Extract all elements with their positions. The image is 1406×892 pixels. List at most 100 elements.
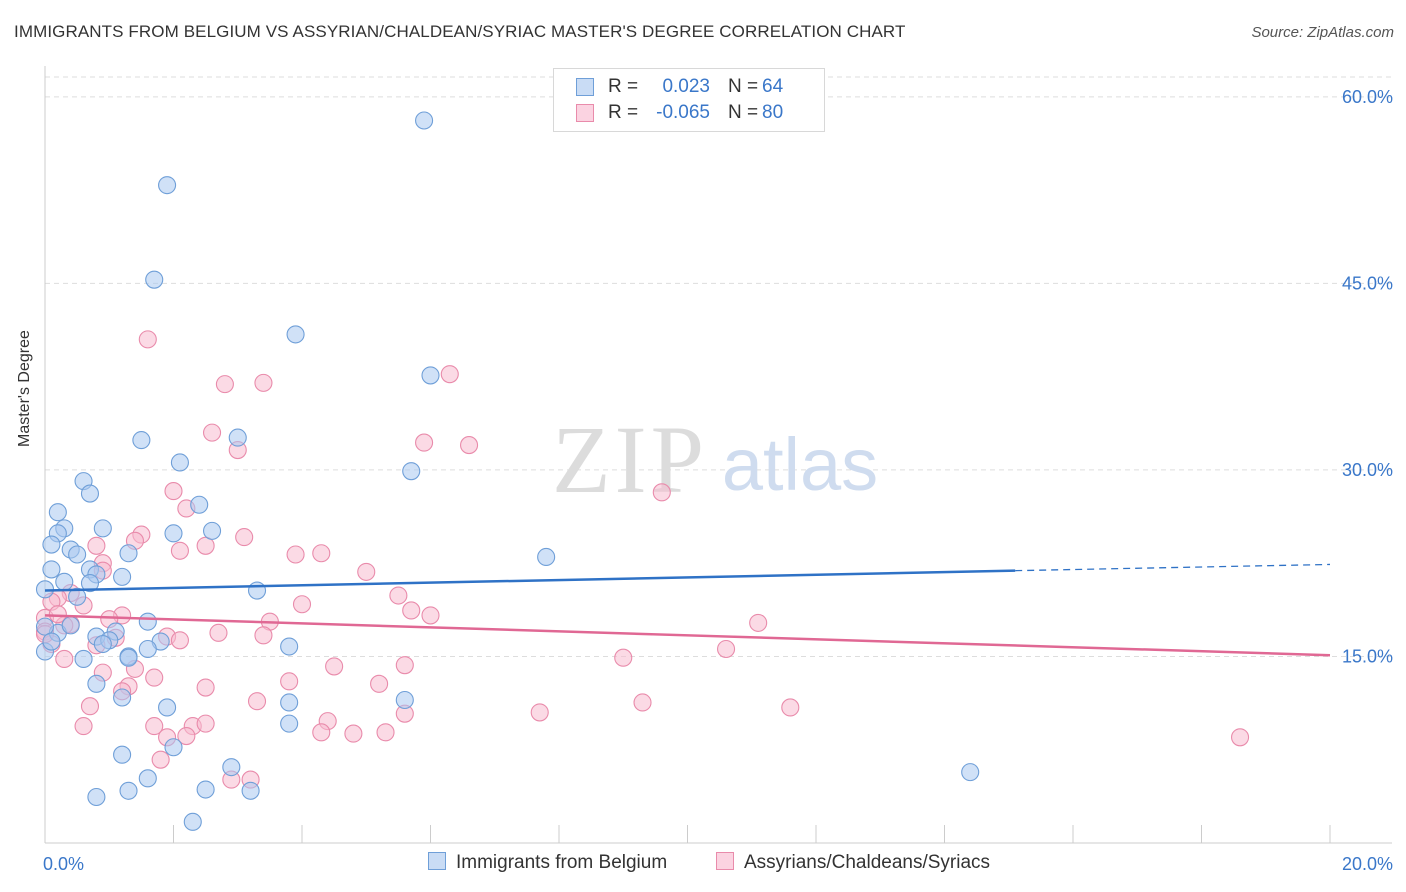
belgium-point: [87, 787, 106, 807]
bottom-legend-label-assyrian: Assyrians/Chaldeans/Syriacs: [744, 852, 991, 873]
legend-n-value: 64: [762, 76, 784, 97]
assyrian-point: [203, 423, 222, 442]
belgium-point: [68, 545, 87, 564]
assyrian-point: [74, 717, 93, 736]
correlation-legend: R = 0.023 N = 64 R = -0.065 N = 80: [553, 68, 825, 132]
bottom-legend-label-belgium: Immigrants from Belgium: [456, 852, 668, 873]
belgium-point: [74, 649, 93, 669]
series-assyrian-points: [35, 330, 1250, 789]
belgium-point: [113, 688, 132, 707]
assyrian-point: [254, 373, 273, 392]
assyrian-point: [280, 672, 299, 691]
belgium-point: [93, 634, 112, 654]
series-belgium-points: [35, 111, 980, 831]
assyrian-point: [80, 697, 100, 716]
assyrian-point: [376, 723, 395, 742]
assyrian-point: [48, 605, 67, 624]
assyrian-point: [215, 375, 234, 394]
belgium-point: [183, 812, 202, 831]
legend-r-label: R =: [608, 102, 639, 123]
belgium-point: [158, 176, 177, 195]
assyrian-point: [749, 613, 768, 632]
x-tick-label: 0.0%: [43, 854, 84, 874]
assyrian-point: [312, 544, 331, 563]
belgium-point: [119, 544, 138, 563]
belgium-point: [961, 763, 980, 782]
assyrian-point: [196, 678, 215, 697]
assyrian-point: [286, 545, 305, 564]
belgium-point: [241, 781, 260, 800]
belgium-point: [402, 462, 421, 481]
legend-r-label: R =: [608, 76, 639, 97]
belgium-point: [80, 484, 100, 503]
belgium-point: [132, 431, 151, 450]
belgium-point: [35, 617, 55, 636]
y-tick-label: 45.0%: [1342, 273, 1393, 293]
y-tick-label: 30.0%: [1342, 460, 1393, 480]
assyrian-point: [170, 541, 189, 560]
legend-swatch-blue: [576, 77, 594, 96]
assyrian-point: [170, 631, 189, 650]
assyrian-point: [196, 536, 215, 555]
assyrian-point: [781, 698, 800, 717]
belgium-point: [42, 632, 61, 651]
assyrian-point: [87, 536, 106, 555]
assyrian-point: [344, 724, 363, 743]
assyrian-point: [138, 330, 157, 349]
belgium-point: [42, 535, 61, 554]
y-tick-label: 60.0%: [1342, 87, 1393, 107]
assyrian-point: [395, 656, 414, 675]
belgium-point: [55, 572, 74, 591]
assyrian-point: [292, 595, 312, 614]
assyrian-point: [357, 562, 376, 581]
belgium-point: [61, 616, 80, 635]
belgium-point: [247, 581, 267, 600]
legend-n-label: N =: [728, 76, 759, 97]
legend-r-value: 0.023: [662, 76, 710, 97]
assyrian-point: [312, 723, 331, 742]
belgium-point: [145, 270, 164, 289]
assyrian-point: [254, 626, 273, 645]
belgium-point: [222, 758, 241, 777]
assyrian-point: [55, 649, 74, 669]
watermark-atlas: atlas: [722, 423, 878, 506]
belgium-point: [280, 637, 299, 656]
belgium-point: [138, 639, 157, 659]
belgium-point: [119, 781, 138, 800]
belgium-point: [395, 690, 414, 710]
grid-lines: [45, 76, 1392, 657]
assyrian-point: [235, 528, 254, 547]
assyrian-point: [421, 606, 440, 625]
legend-n-value: 80: [762, 102, 784, 123]
legend-row-assyrian: R = -0.065 N = 80: [576, 101, 783, 125]
belgium-point: [170, 453, 189, 472]
chart-title: IMMIGRANTS FROM BELGIUM VS ASSYRIAN/CHAL…: [14, 22, 906, 41]
assyrian-point: [716, 639, 736, 659]
belgium-trend-line: [44, 569, 1016, 592]
assyrian-point: [177, 727, 196, 746]
source-label: Source: ZipAtlas.com: [1251, 24, 1394, 41]
assyrian-point: [440, 365, 459, 384]
assyrian-point: [614, 648, 633, 667]
assyrian-point: [325, 657, 344, 676]
belgium-point: [80, 574, 100, 593]
belgium-point: [138, 769, 157, 788]
belgium-point: [280, 693, 299, 712]
belgium-point: [203, 521, 222, 540]
belgium-point: [113, 745, 132, 764]
assyrian-point: [196, 714, 215, 733]
assyrian-point: [145, 717, 164, 736]
belgium-point: [164, 524, 183, 543]
belgium-point: [68, 587, 87, 606]
assyrian-point: [164, 482, 183, 501]
assyrian-point: [415, 433, 434, 452]
assyrian-point: [209, 623, 228, 642]
belgium-point: [537, 547, 556, 567]
belgium-point: [196, 780, 215, 799]
x-tick-label: 20.0%: [1342, 854, 1393, 874]
belgium-point: [190, 495, 209, 514]
bottom-legend-swatch-blue: [428, 851, 446, 870]
belgium-point: [286, 325, 305, 344]
legend-n-label: N =: [728, 102, 759, 123]
